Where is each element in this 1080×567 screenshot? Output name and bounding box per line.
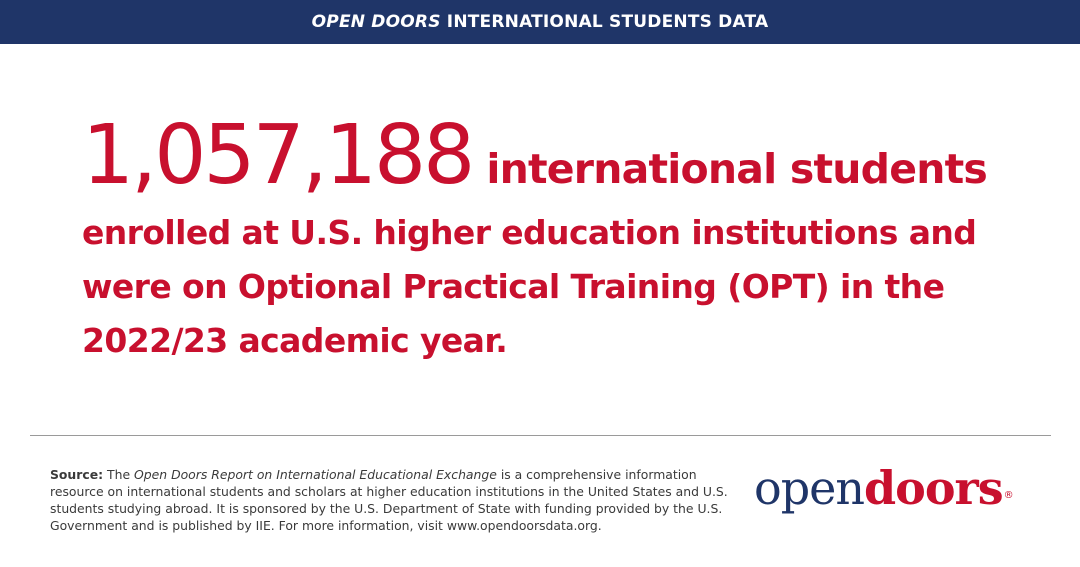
top-banner: OPEN DOORS INTERNATIONAL STUDENTS DATA [0, 0, 1080, 44]
source-text: is a comprehensive information resource … [50, 467, 728, 533]
logo-open: open [754, 461, 865, 515]
open-doors-logo: opendoors® [754, 458, 1014, 518]
source-label: Source: [50, 467, 104, 482]
source-pre: The [107, 467, 131, 482]
source-note: Source: The Open Doors Report on Interna… [50, 466, 730, 534]
headline-body: enrolled at U.S. higher education instit… [82, 213, 977, 360]
student-count: 1,057,188 [82, 108, 475, 203]
registered-mark-icon: ® [1003, 490, 1014, 501]
logo-doors: doors [864, 461, 1004, 515]
banner-brand: OPEN DOORS [311, 12, 441, 32]
headline-first-line: 1,057,188 international students [82, 108, 1042, 204]
source-report-title: Open Doors Report on International Educa… [134, 467, 497, 482]
divider [30, 435, 1051, 436]
banner-title: INTERNATIONAL STUDENTS DATA [446, 12, 769, 32]
headline-lead: international students [486, 145, 987, 193]
headline: 1,057,188 international students enrolled… [82, 108, 1042, 368]
